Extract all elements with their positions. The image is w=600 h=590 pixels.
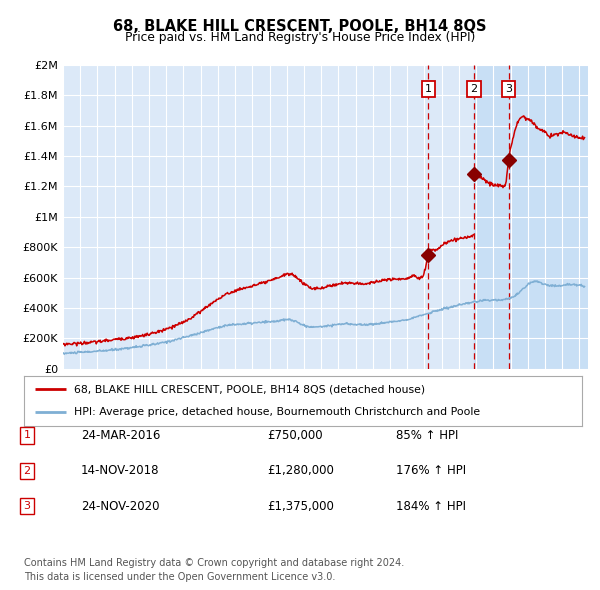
Text: £1,280,000: £1,280,000 — [267, 464, 334, 477]
Text: 68, BLAKE HILL CRESCENT, POOLE, BH14 8QS: 68, BLAKE HILL CRESCENT, POOLE, BH14 8QS — [113, 19, 487, 34]
Text: 3: 3 — [505, 84, 512, 94]
Text: 24-MAR-2016: 24-MAR-2016 — [81, 429, 160, 442]
Text: £1,375,000: £1,375,000 — [267, 500, 334, 513]
Bar — [474, 65, 588, 369]
Text: £750,000: £750,000 — [267, 429, 323, 442]
Text: 184% ↑ HPI: 184% ↑ HPI — [396, 500, 466, 513]
Text: Contains HM Land Registry data © Crown copyright and database right 2024.
This d: Contains HM Land Registry data © Crown c… — [24, 558, 404, 582]
Text: 1: 1 — [425, 84, 432, 94]
Text: 1: 1 — [23, 431, 31, 440]
Text: 85% ↑ HPI: 85% ↑ HPI — [396, 429, 458, 442]
Text: 176% ↑ HPI: 176% ↑ HPI — [396, 464, 466, 477]
Text: 68, BLAKE HILL CRESCENT, POOLE, BH14 8QS (detached house): 68, BLAKE HILL CRESCENT, POOLE, BH14 8QS… — [74, 384, 425, 394]
Text: 24-NOV-2020: 24-NOV-2020 — [81, 500, 160, 513]
Text: HPI: Average price, detached house, Bournemouth Christchurch and Poole: HPI: Average price, detached house, Bour… — [74, 408, 481, 418]
Text: 2: 2 — [23, 466, 31, 476]
Text: 14-NOV-2018: 14-NOV-2018 — [81, 464, 160, 477]
Text: 3: 3 — [23, 502, 31, 511]
Text: Price paid vs. HM Land Registry's House Price Index (HPI): Price paid vs. HM Land Registry's House … — [125, 31, 475, 44]
Text: 2: 2 — [470, 84, 478, 94]
